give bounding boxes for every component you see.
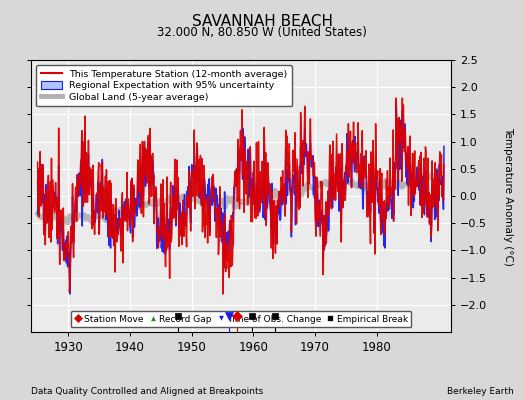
Y-axis label: Temperature Anomaly (°C): Temperature Anomaly (°C) <box>504 126 514 266</box>
Text: 32.000 N, 80.850 W (United States): 32.000 N, 80.850 W (United States) <box>157 26 367 39</box>
Legend: Station Move, Record Gap, Time of Obs. Change, Empirical Break: Station Move, Record Gap, Time of Obs. C… <box>71 311 411 328</box>
Text: Berkeley Earth: Berkeley Earth <box>447 387 514 396</box>
Text: Data Quality Controlled and Aligned at Breakpoints: Data Quality Controlled and Aligned at B… <box>31 387 264 396</box>
Text: SAVANNAH BEACH: SAVANNAH BEACH <box>191 14 333 29</box>
